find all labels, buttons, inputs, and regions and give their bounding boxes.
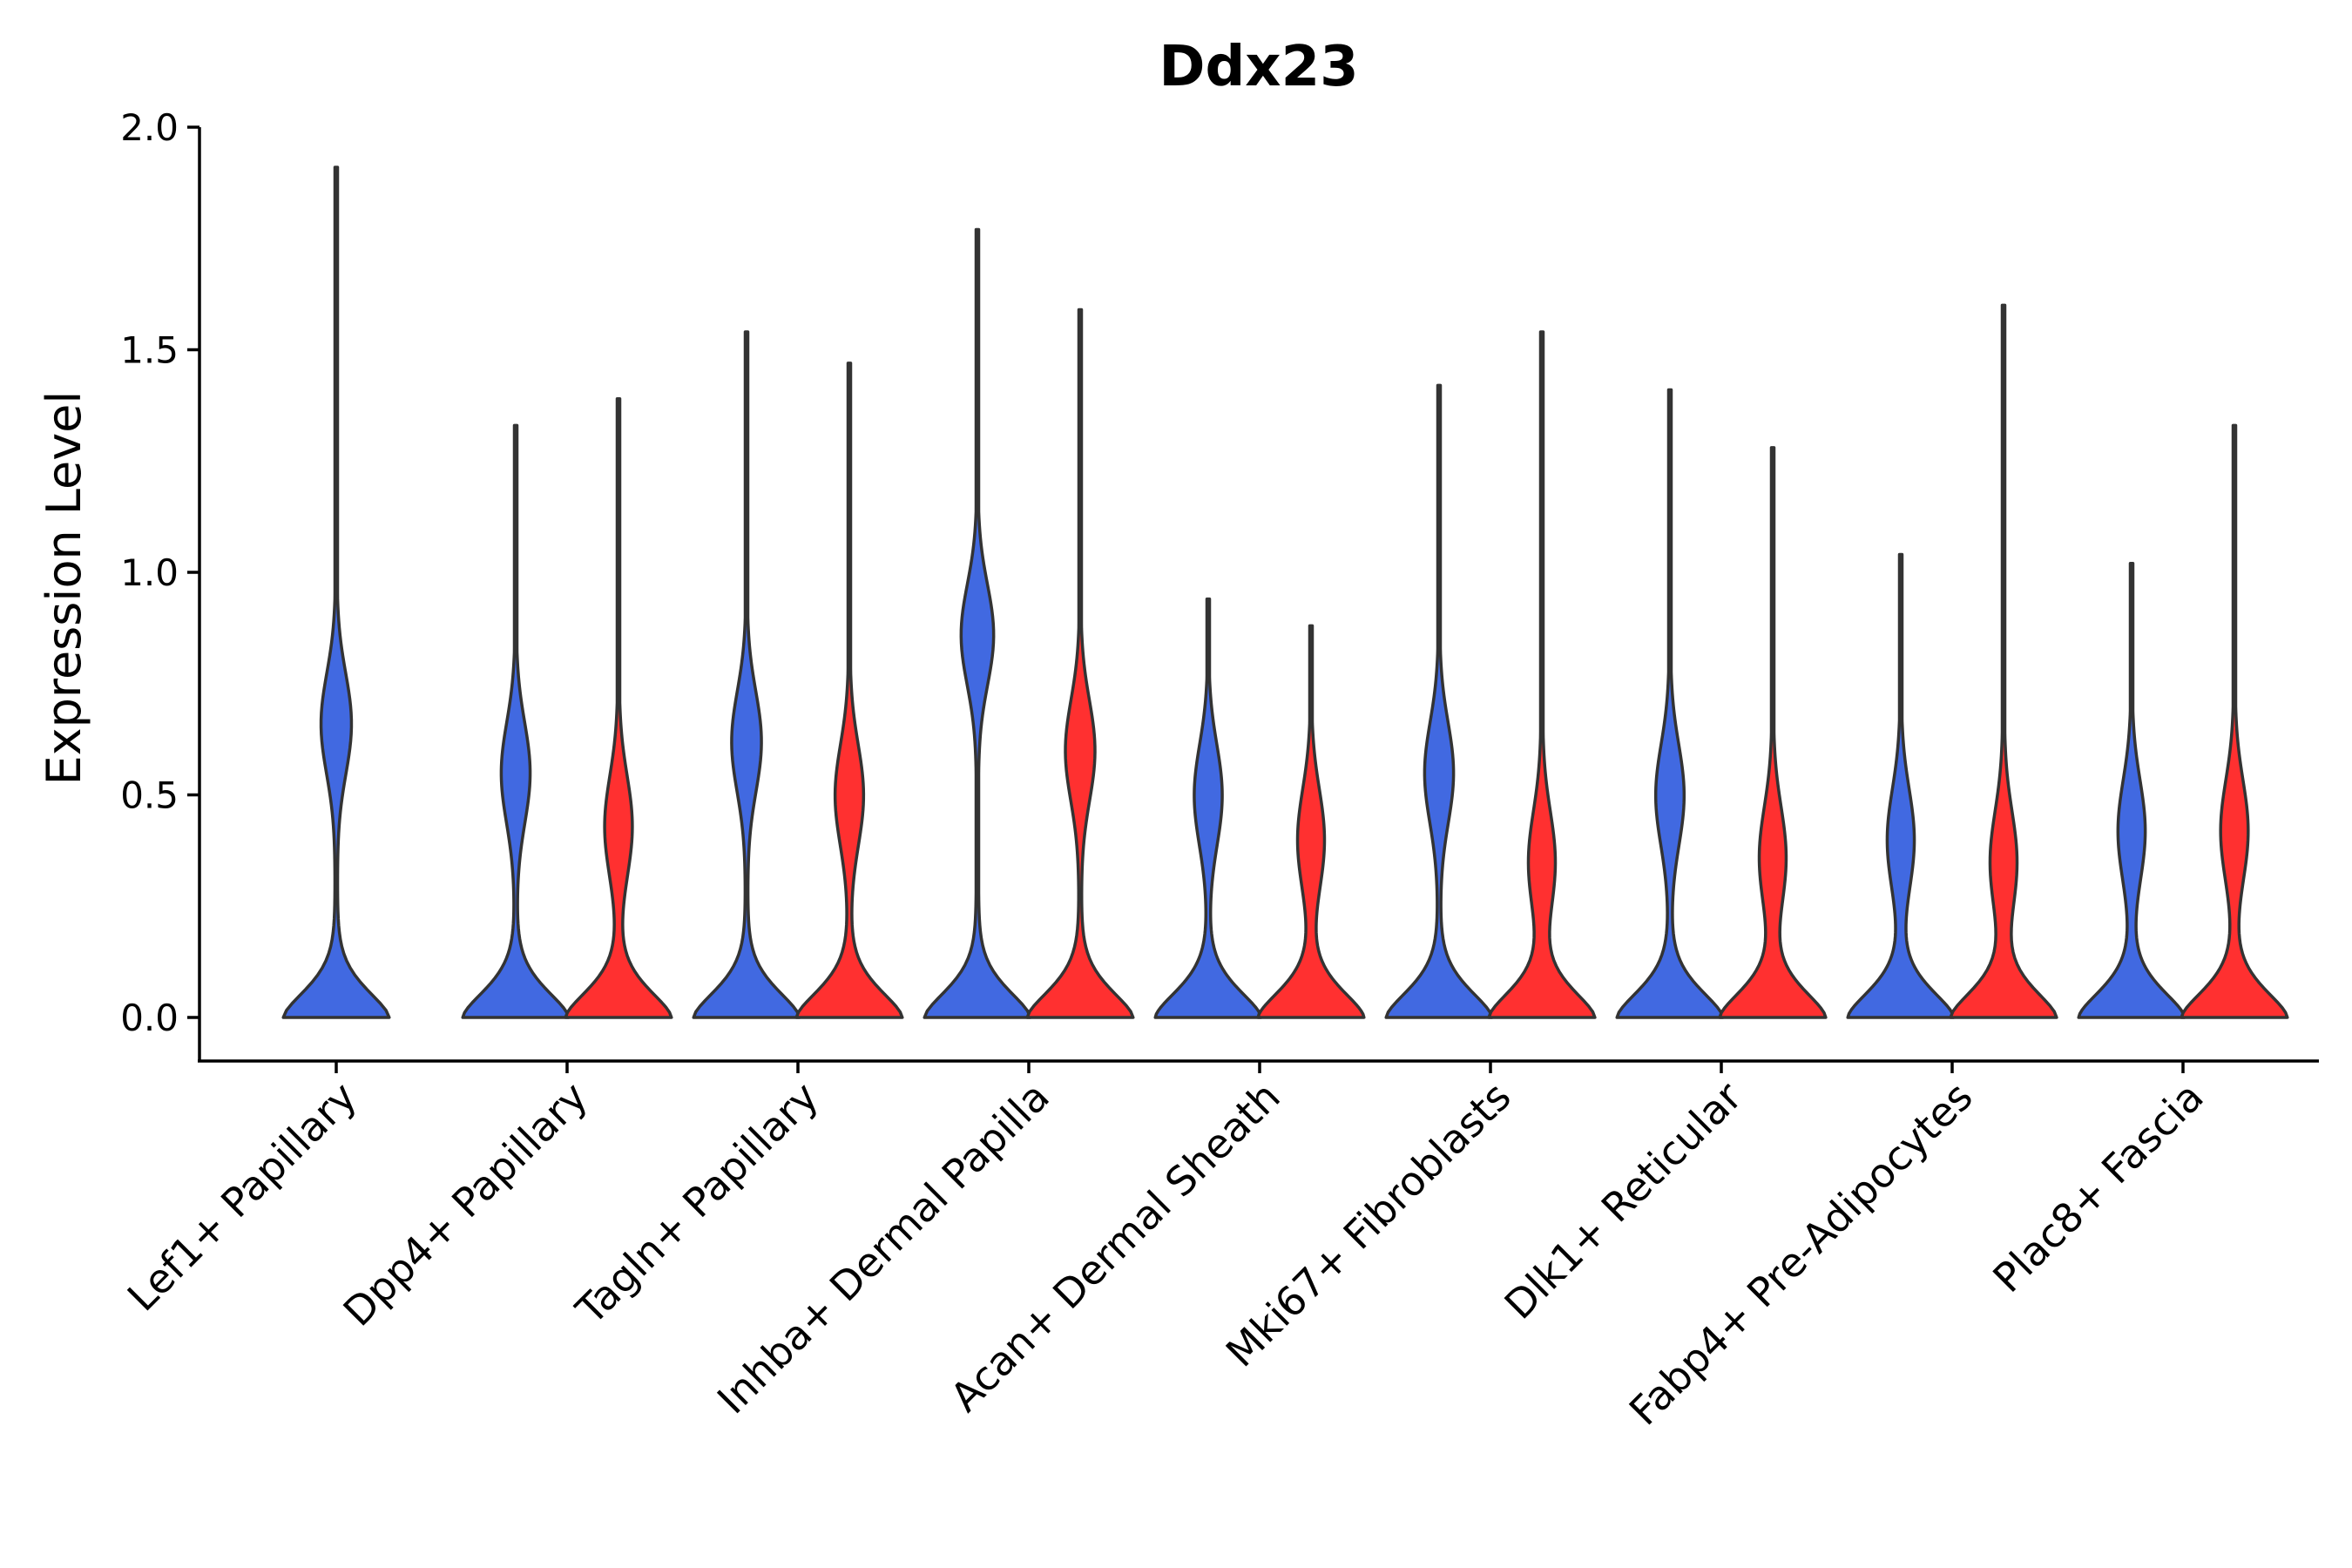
y-tick-label: 1.5 (120, 329, 179, 372)
violin-group-1 (461, 423, 571, 1019)
violin-group-2 (1256, 624, 1366, 1019)
violin-group-1 (1153, 597, 1263, 1019)
y-tick-label: 2.0 (120, 106, 179, 149)
y-axis-label: Expression Level (37, 391, 91, 786)
violin-group-1 (1615, 388, 1725, 1019)
violin-group-2 (1718, 446, 1828, 1019)
violin-group-2 (1025, 308, 1135, 1019)
x-category-label: Dlk1+ Reticular (1496, 1073, 1751, 1328)
x-category-label: Dpp4+ Papillary (335, 1073, 597, 1335)
violin-group-1 (923, 227, 1032, 1019)
violin-group-2 (564, 396, 673, 1019)
violin-group-1 (692, 330, 801, 1019)
x-category-label: Lef1+ Papillary (118, 1073, 366, 1321)
y-tick-label: 1.0 (120, 551, 179, 594)
violins-group (281, 166, 2289, 1019)
violin-group-2 (794, 362, 904, 1019)
violin-group-2 (1487, 330, 1597, 1019)
violin-group-1 (281, 166, 391, 1019)
violin-group-1 (2077, 562, 2186, 1019)
violin-group-1 (1384, 383, 1494, 1019)
violin-group-2 (2180, 423, 2289, 1019)
x-category-label: Tagln+ Papillary (566, 1073, 828, 1335)
y-tick-label: 0.0 (120, 997, 179, 1039)
y-ticks-group: 0.0 0.5 1.0 1.5 2.0 (120, 106, 199, 1039)
chart-title: Ddx23 (1159, 35, 1358, 99)
violin-group-2 (1949, 303, 2058, 1019)
violin-group-1 (1846, 552, 1956, 1019)
y-tick-label: 0.5 (120, 774, 179, 817)
x-category-label: Plac8+ Fascia (1984, 1073, 2212, 1301)
